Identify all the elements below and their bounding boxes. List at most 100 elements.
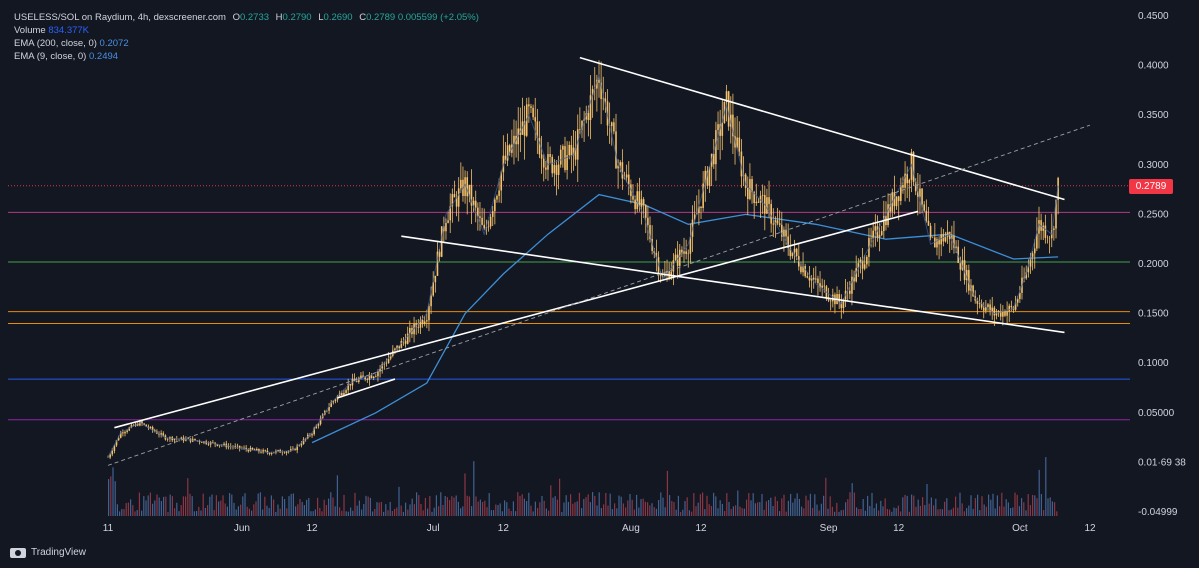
volume-bar [732,506,734,516]
volume-bar [1025,510,1027,516]
volume-bar [600,508,602,516]
y-tick-label: 0.3500 [1138,110,1169,121]
x-tick-label: 12 [498,523,510,534]
volume-bar [510,511,512,516]
volume-bar [651,503,653,516]
volume-bar [625,507,627,516]
volume-bar [281,496,283,516]
volume-bar [759,502,761,516]
volume-bar [809,493,811,516]
volume-bar [147,495,149,516]
volume-bar [299,498,301,516]
volume-bar [941,509,943,516]
close-value: 0.2789 [366,12,396,23]
high-label: H [275,12,283,23]
volume-bar [442,504,444,516]
volume-bar [376,502,378,516]
volume-bar [763,509,765,516]
volume-bar [695,506,697,516]
volume-bar [475,496,477,516]
close-label: C [359,12,367,23]
x-tick-label: 12 [893,523,905,534]
volume-bar [363,504,365,516]
volume-bar [906,495,908,516]
chart-legend: USELESS/SOL on Raydium, 4h, dexscreener.… [14,11,479,63]
volume-bar [431,511,433,516]
volume-bar [864,510,866,516]
volume-bar [145,500,147,516]
volume-bar [979,510,981,516]
volume-bar [783,494,785,516]
volume-bar [457,501,459,516]
volume-bar [372,511,374,516]
volume-bar [499,503,501,516]
volume-bar [889,509,891,516]
volume-bar [171,496,173,516]
volume-bar [603,504,605,516]
volume-bar [926,483,928,516]
volume-bar [671,501,673,516]
volume-bar [915,506,917,516]
x-tick-label: Oct [1012,523,1028,534]
volume-bar [717,508,719,516]
high-value: 0.2790 [282,12,312,23]
volume-bar [314,509,316,516]
volume-bar [233,502,235,516]
volume-bar [710,506,712,516]
volume-bar [693,493,695,516]
volume-bar [420,503,422,516]
volume-bar [691,511,693,516]
volume-bar [904,494,906,516]
volume-bar [262,509,264,516]
volume-bar [471,506,473,516]
y-tick-label: 0.1500 [1138,309,1169,320]
volume-bar [310,511,312,516]
ema9-label: EMA (9, close, 0) [14,51,87,62]
volume-bar [143,496,145,516]
volume-bar [339,507,341,516]
tradingview-branding[interactable]: TradingView [10,547,86,558]
y-tick-label: 0.01·69 38 [1138,457,1186,468]
volume-bar [479,499,481,516]
volume-bar [484,500,486,516]
volume-bar [453,497,455,516]
x-tick-label: Jun [234,523,250,534]
volume-bar [999,506,1001,516]
volume-bar [856,507,858,516]
volume-bar [955,496,957,516]
volume-bar [636,494,638,516]
volume-bar [176,502,178,516]
volume-bar [361,509,363,516]
x-tick-label: 12 [695,523,707,534]
volume-bar [913,495,915,516]
volume-bar [246,506,248,516]
volume-bar [400,505,402,516]
volume-bar [196,510,198,516]
volume-bar [675,509,677,516]
volume-bar [1056,511,1058,516]
volume-bar [902,497,904,516]
volume-bar [240,504,242,516]
volume-bar [257,493,259,516]
x-tick-label: Jul [427,523,440,534]
low-value: 0.2690 [323,12,353,23]
volume-bar [369,497,371,516]
y-tick-label: -0.04999 [1138,507,1178,518]
y-axis: 0.4500 0.4000 0.3500 0.3000 0.2500 0.2000 0.15… [1138,11,1186,518]
volume-bar [123,509,125,516]
volume-bar [829,496,831,516]
volume-bar [424,497,426,516]
volume-bar [178,511,180,516]
volume-bar [204,507,206,516]
volume-bar [726,493,728,516]
volume-bar [391,510,393,516]
volume-bar [996,495,998,516]
volume-bar [633,509,635,516]
volume-bar [957,507,959,516]
volume-bar [988,494,990,516]
volume-bar [226,506,228,516]
volume-bar [160,501,162,516]
volume-bar [735,505,737,516]
volume-bar [611,509,613,516]
